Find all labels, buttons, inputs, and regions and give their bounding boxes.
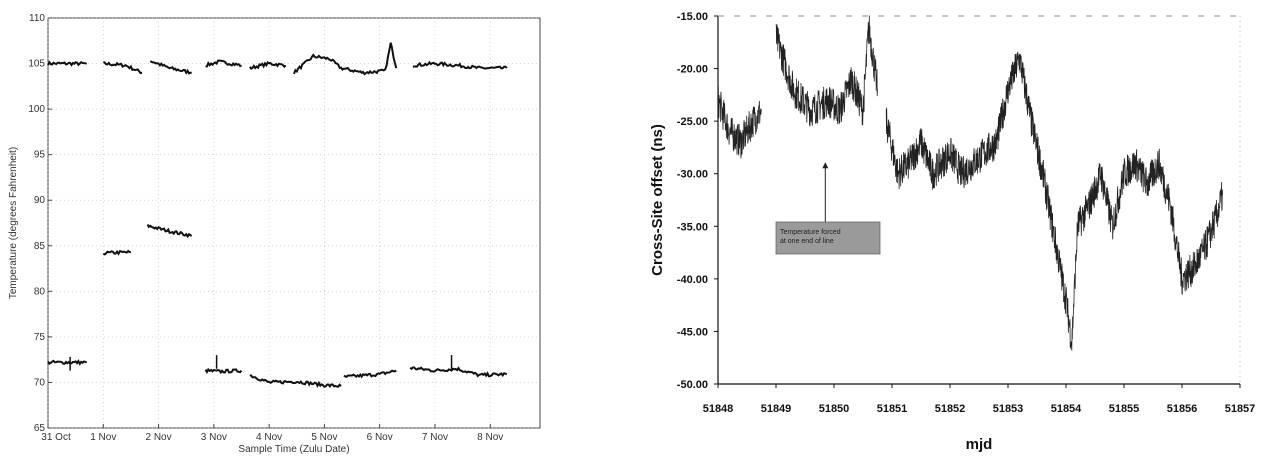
y-tick-label: 70 [34,377,46,388]
series-line-segment [409,366,508,378]
annotation-text: Temperature forced [780,229,841,236]
x-tick-label: 51851 [877,403,908,415]
y-tick-label: 110 [29,13,45,24]
series-line-segment [249,60,287,70]
x-tick-label: 51853 [993,403,1024,415]
y-tick-label: -50.00 [677,379,708,391]
y-tick-label: 75 [34,332,46,343]
x-tick-label: 2 Nov [145,432,171,443]
annotation-box [775,221,881,255]
x-tick-label: 8 Nov [477,432,503,443]
temperature-chart: 65 70 75 80 85 90 95 100 105 110 31 Oct 1 Nov 2 Nov… [8,13,541,455]
series-3 [47,355,508,389]
x-tick-label: 51855 [1109,403,1140,415]
x-tick-label: 51856 [1167,403,1198,415]
x-tick-label: 4 Nov [256,432,282,443]
series-2 [102,223,193,256]
y-tick-label: -15.00 [677,11,708,23]
series-line-segment [775,15,878,127]
series-line-segment [47,359,88,366]
series-line-segment [717,85,762,159]
series-line-segment [205,59,242,68]
y-axis-label: Temperature (degrees Fahrenheit) [8,147,19,299]
y-tick-label: 65 [34,423,46,434]
x-tick-label: 6 Nov [367,432,393,443]
series-1 [717,15,1223,351]
y-tick-label: -40.00 [677,274,708,286]
series-1 [47,42,508,76]
x-tick-label: 51849 [761,403,792,415]
series-line-segment [343,369,397,379]
y-tick-label: 90 [34,195,46,206]
series-line-segment [47,60,87,67]
x-axis-label: mjd [966,436,993,453]
y-tick-label: 85 [34,241,46,252]
series-line-segment [249,374,342,389]
series-line-segment [204,367,243,375]
x-tick-label: 51852 [935,403,966,415]
y-tick-label: -35.00 [677,221,708,233]
series-line-segment [885,51,1223,351]
series-line-segment [293,42,398,76]
series-line-segment [412,60,508,70]
x-tick-label: 3 Nov [201,432,227,443]
x-tick-label: 51848 [703,403,734,415]
x-tick-label: 7 Nov [422,432,448,443]
y-tick-label: -20.00 [677,64,708,76]
y-tick-label: 100 [28,104,45,115]
x-tick-label: 1 Nov [90,432,116,443]
y-axis-label: Cross-Site offset (ns) [649,124,666,276]
x-axis-label: Sample Time (Zulu Date) [238,444,349,455]
y-tick-label: -45.00 [677,326,708,338]
series-line-segment [102,249,132,256]
y-tick-label: -25.00 [677,116,708,128]
x-tick-label: 31 Oct [41,432,71,443]
y-tick-label: -30.00 [677,169,708,181]
series-line-segment [149,60,192,75]
series-line-segment [103,61,143,75]
x-tick-label: 51857 [1225,403,1256,415]
plot-frame [47,17,541,429]
x-tick-label: 51850 [819,403,850,415]
x-tick-label: 51854 [1051,403,1082,415]
series-line-segment [146,223,193,239]
annotation-text: at one end of line [780,238,834,245]
y-tick-label: 80 [34,286,46,297]
y-tick-label: 105 [28,59,45,70]
y-tick-label: 95 [34,150,46,161]
annotation-arrowhead [822,162,829,169]
x-tick-label: 5 Nov [311,432,337,443]
